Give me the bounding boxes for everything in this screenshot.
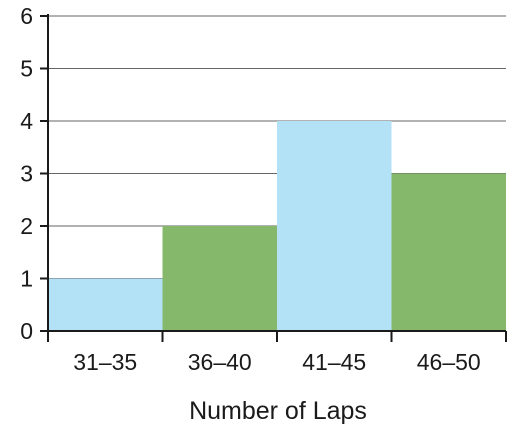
bar-46–50 bbox=[391, 173, 506, 331]
x-tick-label: 36–40 bbox=[188, 349, 252, 375]
y-tick-label: 2 bbox=[20, 213, 33, 239]
bar-31–35 bbox=[48, 278, 163, 331]
bars bbox=[48, 121, 506, 331]
y-tick-label: 3 bbox=[20, 161, 33, 187]
x-tick-label: 46–50 bbox=[417, 349, 481, 375]
y-tick-label: 5 bbox=[20, 56, 33, 82]
x-tick-labels: 31–35 36–40 41–45 46–50 bbox=[73, 349, 480, 375]
x-axis-label: Number of Laps bbox=[189, 397, 367, 425]
y-tick-label: 1 bbox=[20, 266, 33, 292]
y-tick-labels: 0 1 2 3 4 5 6 bbox=[20, 3, 33, 344]
y-tick-label: 4 bbox=[20, 108, 33, 134]
x-tick-label: 31–35 bbox=[73, 349, 137, 375]
x-tick-label: 41–45 bbox=[302, 349, 366, 375]
y-tick-label: 0 bbox=[20, 318, 33, 344]
axes bbox=[40, 14, 507, 342]
bar-36–40 bbox=[162, 226, 277, 331]
y-tick-label: 6 bbox=[20, 3, 33, 29]
bar-41–45 bbox=[277, 121, 392, 331]
